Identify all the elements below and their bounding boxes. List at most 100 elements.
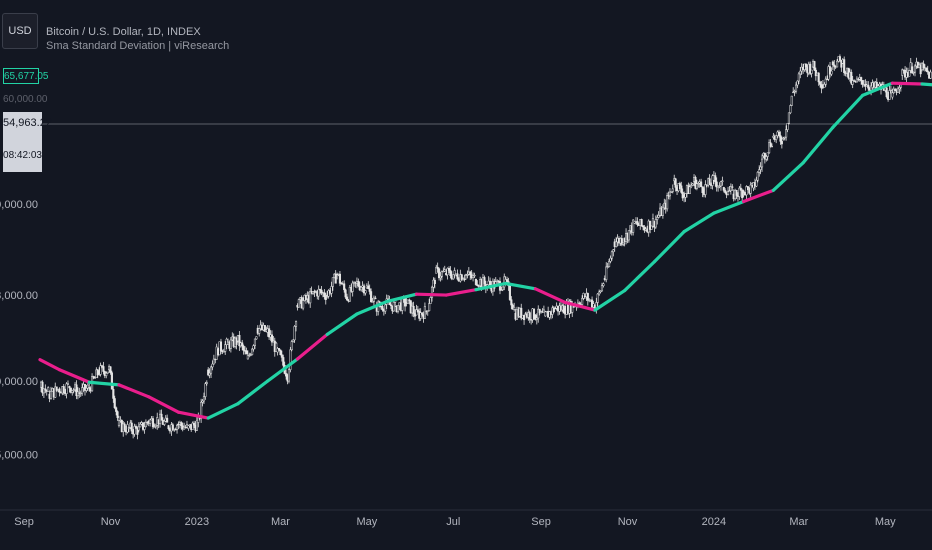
candle-body: [297, 299, 300, 308]
candle-body: [738, 187, 741, 197]
candle-body: [364, 290, 367, 294]
candle-body: [320, 289, 323, 294]
candle-body: [348, 287, 351, 302]
candle-body: [677, 183, 680, 192]
candle-body: [208, 372, 211, 376]
candle-body: [401, 297, 404, 311]
candle-body: [136, 428, 139, 435]
sma-segment-down: [295, 332, 329, 361]
candle-body: [370, 291, 373, 303]
candle-body: [598, 291, 601, 295]
candle-body: [605, 266, 608, 280]
candle-body: [287, 369, 290, 382]
candle-body: [810, 69, 813, 74]
candle-body: [790, 95, 793, 106]
sma-segment-up: [831, 93, 865, 129]
candle-body: [268, 328, 271, 338]
candle-body: [758, 169, 761, 173]
candle-body: [728, 190, 731, 192]
candle-body: [154, 425, 157, 427]
candle-body: [538, 308, 541, 314]
sma-segment-down: [117, 383, 151, 399]
candle-body: [235, 337, 238, 345]
candle-body: [224, 344, 227, 352]
sma-segment-down: [414, 292, 448, 297]
x-tick-label: Jul: [446, 516, 460, 528]
candle-body: [684, 193, 687, 198]
candle-body: [324, 296, 327, 300]
sma-segment-up: [236, 379, 270, 406]
candle-body: [368, 288, 371, 292]
candle-body: [668, 191, 672, 197]
candle-body: [779, 135, 782, 142]
candle-body: [241, 342, 244, 347]
candle-body: [204, 383, 207, 397]
candle-body: [688, 186, 691, 194]
candle-body: [371, 301, 374, 303]
candle-body: [443, 269, 446, 272]
candle-body: [770, 145, 773, 148]
candle-body: [695, 183, 698, 189]
candle-body: [202, 396, 206, 402]
candle-body: [489, 280, 492, 286]
candle-body: [824, 78, 827, 85]
candle-body: [171, 424, 174, 431]
candle-body: [691, 183, 694, 186]
sma-segment-up: [325, 312, 359, 337]
candle-body: [435, 266, 438, 274]
candle-body: [446, 268, 449, 275]
sma-segment-down: [57, 368, 91, 384]
candle-body: [222, 351, 225, 353]
candle-body: [416, 309, 419, 312]
candle-body: [280, 354, 283, 358]
candle-body: [110, 372, 113, 390]
sma-segment-up: [474, 281, 508, 292]
candle-body: [442, 270, 445, 273]
candle-body: [255, 336, 258, 340]
candle-body: [838, 56, 841, 61]
sma-segment-down: [38, 358, 62, 372]
x-tick-label: May: [875, 516, 896, 528]
candle-body: [528, 312, 531, 320]
candle-body: [719, 181, 723, 187]
sma-segment-up: [504, 281, 538, 291]
candle-body: [875, 81, 878, 88]
candle-body: [833, 64, 836, 67]
countdown-timer: 08:42:03: [3, 150, 42, 161]
candle-body: [344, 289, 347, 298]
candle-body: [704, 184, 707, 195]
candle-body: [823, 84, 826, 88]
candle-body: [412, 305, 415, 314]
candle-body: [731, 186, 734, 188]
sma-segment-down: [563, 300, 597, 312]
candle-body: [384, 304, 387, 312]
sma-segment-up: [771, 161, 805, 192]
candle-body: [760, 158, 764, 168]
currency-selector[interactable]: USD: [2, 13, 38, 49]
x-tick-label: Nov: [618, 516, 638, 528]
candle-body: [501, 286, 504, 290]
candle-body: [396, 305, 400, 313]
candle-body: [163, 421, 166, 425]
candle-body: [855, 78, 858, 83]
candle-body: [456, 273, 459, 280]
candle-body: [729, 186, 732, 191]
candle-body: [678, 183, 681, 187]
candle-body: [109, 366, 112, 373]
candle-body: [819, 81, 822, 85]
sma-segment-up: [682, 211, 716, 234]
sma-segment-up: [623, 260, 656, 293]
candle-body: [735, 189, 738, 196]
candle-body: [201, 400, 204, 403]
indicator-label[interactable]: Sma Standard Deviation | viResearch: [46, 40, 230, 52]
candle-body: [828, 66, 832, 75]
candle-body: [338, 273, 341, 284]
candle-body: [277, 348, 281, 351]
candle-body: [721, 180, 724, 182]
candle-body: [117, 420, 121, 426]
candle-body: [279, 349, 282, 355]
candle-body: [789, 105, 792, 114]
y-tick-label: 20,000.00: [0, 376, 38, 388]
candle-body: [741, 189, 744, 199]
